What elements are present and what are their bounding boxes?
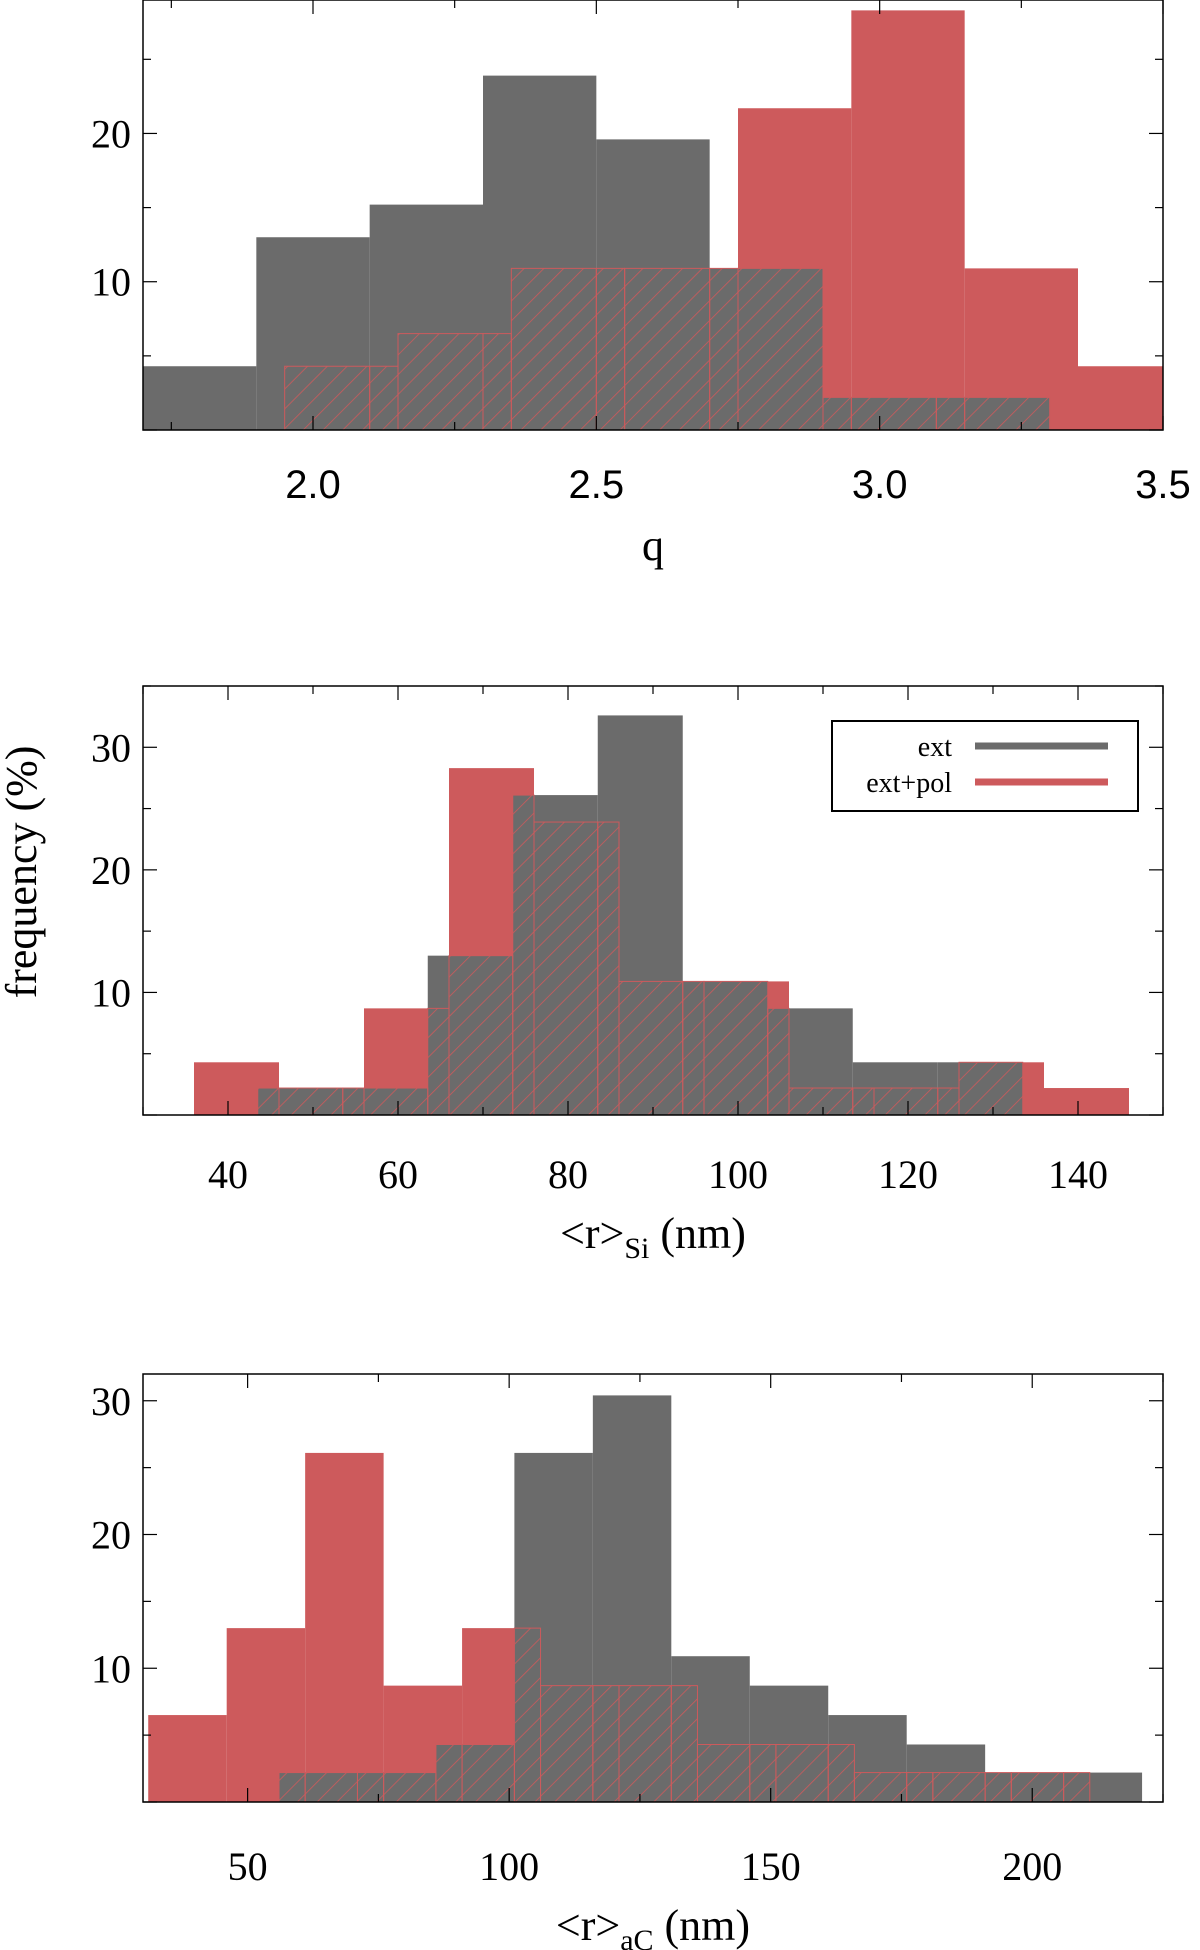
panel-2: 40 60 80 100 120 140 10 20 30 <r>Si (nm) ext ext+po… [91, 685, 1164, 1265]
x-axis-title: q [642, 521, 664, 570]
x-tick-label: 3.0 [852, 463, 908, 507]
overlap-hatch [356, 1772, 385, 1802]
overlap-hatch [304, 1772, 358, 1802]
overlap-hatch [670, 1685, 698, 1802]
overlap-hatch [935, 396, 966, 430]
y-axis-title: frequency (%) [0, 746, 46, 999]
overlap-hatch [397, 333, 484, 430]
plot-frame [142, 1373, 1164, 1803]
panel-3: 50 100 150 200 10 20 30 <r>aC (nm) [91, 1373, 1164, 1950]
overlap-hatch [342, 1087, 365, 1115]
overlap-hatch [850, 396, 937, 430]
overlap-hatch [510, 267, 597, 430]
x-tick-label: 100 [479, 1844, 539, 1889]
x-tick-label: 3.5 [1135, 463, 1191, 507]
overlap-hatch [767, 1007, 790, 1115]
overlap-hatch [932, 1772, 986, 1802]
overlap-hatch [284, 365, 371, 430]
panel-1: 2.0 2.5 3.0 3.5 10 20 q [91, 0, 1191, 570]
bars [143, 10, 1163, 430]
legend-box [831, 720, 1139, 812]
legend-label-ext-pol: ext+pol [866, 768, 952, 799]
x-tick-label: 40 [208, 1152, 248, 1197]
overlap-hatch [1063, 1772, 1091, 1802]
overlap-hatch [592, 1685, 620, 1802]
overlap-hatch [461, 1743, 515, 1802]
y-tick-label: 20 [91, 848, 131, 893]
ext-pol-bar [1078, 366, 1163, 430]
overlap-hatch [852, 1087, 875, 1115]
x-tick-label: 200 [1002, 1844, 1062, 1889]
overlap-hatch [853, 1772, 908, 1802]
overlap-hatch [958, 1061, 1024, 1115]
overlap-hatch [513, 1627, 542, 1802]
overlap-hatch [709, 267, 739, 430]
overlap-hatch [427, 1007, 450, 1115]
x-tick-label: 50 [228, 1844, 268, 1889]
overlap-hatch [448, 955, 514, 1115]
overlap-hatch [984, 1772, 1012, 1802]
overlap-hatch [822, 396, 852, 430]
overlap-hatch [383, 1772, 437, 1802]
x-axis-title: <r>aC (nm) [556, 1901, 750, 1950]
y-tick-label: 10 [91, 1646, 131, 1691]
overlap-hatch [435, 1743, 463, 1802]
bars [148, 1395, 1143, 1802]
overlap-hatch [964, 396, 1051, 430]
x-tick-label: 80 [548, 1152, 588, 1197]
x-tick-label: 150 [741, 1844, 801, 1889]
ext-bar [143, 366, 257, 430]
bars [194, 715, 1129, 1115]
legend: ext ext+pol [831, 720, 1139, 812]
overlap-hatch [624, 267, 711, 430]
y-tick-label: 10 [91, 260, 131, 305]
ext-pol-bar [1044, 1088, 1129, 1115]
overlap-hatch [533, 821, 599, 1115]
x-tick-label: 2.5 [569, 463, 625, 507]
overlap-hatch [788, 1087, 854, 1115]
x-tick-label: 2.0 [285, 463, 341, 507]
overlap-hatch [749, 1743, 777, 1802]
overlap-hatch [595, 267, 626, 430]
y-tick-label: 30 [91, 1379, 131, 1424]
ext-pol-bar [851, 10, 965, 430]
overlap-hatch [278, 1772, 306, 1802]
overlap-hatch [906, 1772, 934, 1802]
overlap-hatch [363, 1087, 429, 1115]
overlap-hatch [512, 794, 535, 1115]
overlap-hatch [369, 365, 399, 430]
overlap-hatch [540, 1685, 594, 1802]
x-tick-label: 120 [878, 1152, 938, 1197]
overlap-hatch [937, 1087, 960, 1115]
y-tick-label: 10 [91, 970, 131, 1015]
ext-pol-bar [305, 1452, 384, 1802]
overlap-hatch [257, 1087, 280, 1115]
y-tick-label: 20 [91, 111, 131, 156]
overlap-hatch [873, 1087, 939, 1115]
y-tick-label: 30 [91, 725, 131, 770]
x-axis-title: <r>Si (nm) [560, 1209, 746, 1265]
overlap-hatch [618, 980, 684, 1115]
overlap-hatch [618, 1685, 672, 1802]
overlap-hatch [278, 1087, 344, 1115]
x-tick-label: 60 [378, 1152, 418, 1197]
overlap-hatch [737, 267, 824, 430]
plot-frame [142, 0, 1164, 431]
x-tick-label: 140 [1048, 1152, 1108, 1197]
overlap-hatch [482, 333, 512, 430]
overlap-hatch [827, 1743, 855, 1802]
overlap-hatch [682, 980, 705, 1115]
legend-label-ext: ext [918, 732, 952, 763]
overlap-hatch [696, 1743, 751, 1802]
x-tick-label: 100 [708, 1152, 768, 1197]
y-tick-label: 20 [91, 1513, 131, 1558]
ext-pol-bar [148, 1715, 227, 1802]
overlap-hatch [775, 1743, 829, 1802]
overlap-hatch [1010, 1772, 1065, 1802]
overlap-hatch [703, 980, 769, 1115]
overlap-hatch [597, 821, 620, 1115]
